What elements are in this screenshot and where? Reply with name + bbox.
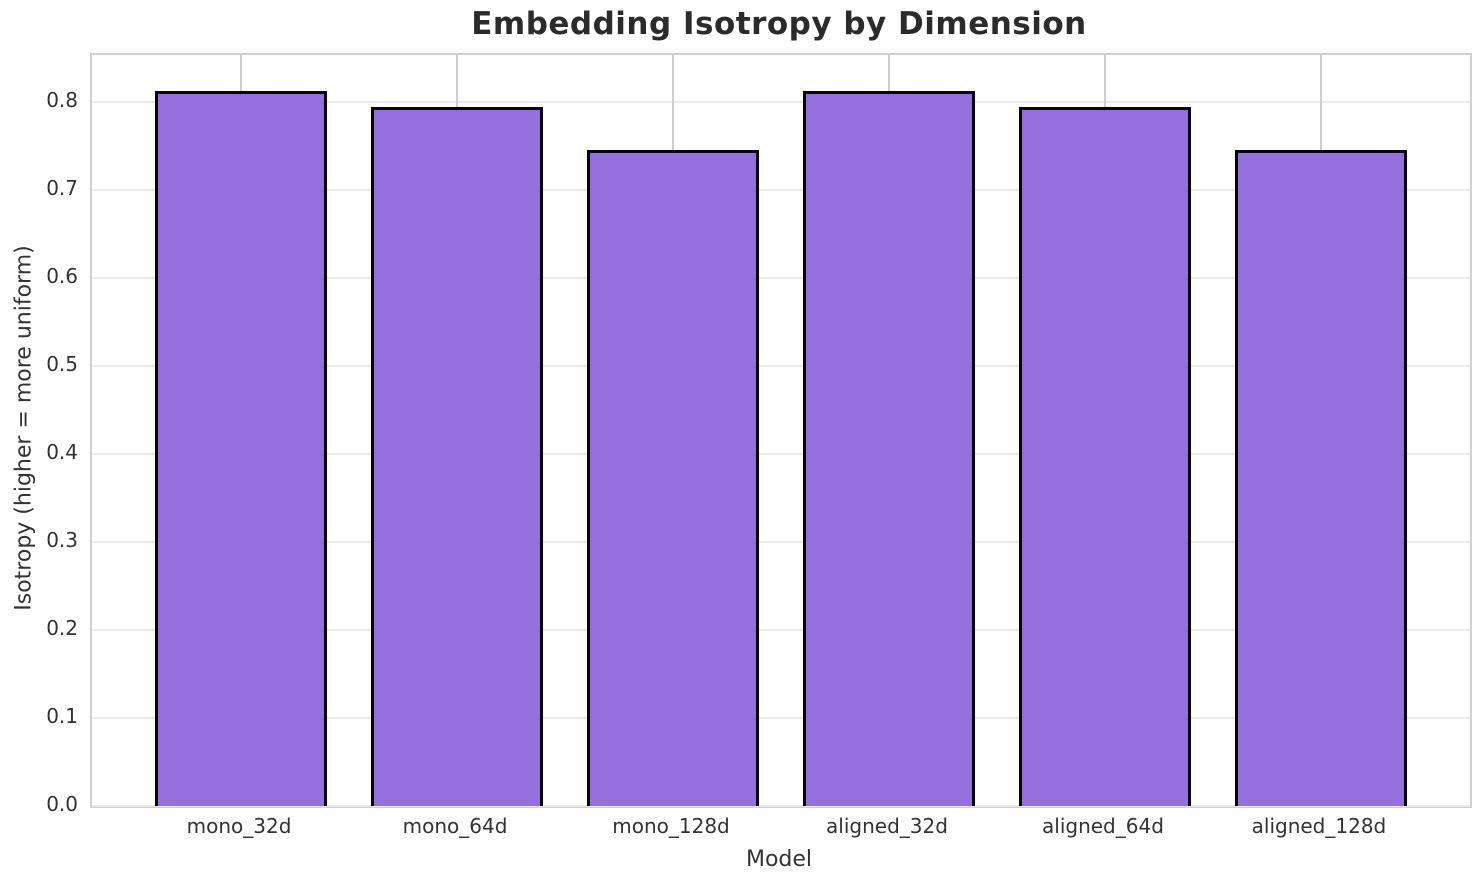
- y-tick-label: 0.7: [46, 175, 78, 200]
- bar-aligned_32d: [802, 90, 976, 806]
- chart-title: Embedding Isotropy by Dimension: [471, 6, 1087, 42]
- y-tick-label: 0.6: [46, 263, 78, 288]
- x-tick-label: mono_32d: [186, 814, 292, 838]
- y-tick-label: 0.1: [46, 703, 78, 728]
- gridline-horizontal: [92, 276, 1470, 279]
- gridline-horizontal: [92, 100, 1470, 103]
- x-tick-label: aligned_128d: [1251, 814, 1387, 838]
- gridline-horizontal: [92, 805, 1470, 807]
- x-tick-label: aligned_32d: [826, 814, 948, 838]
- y-tick-label: 0.3: [46, 527, 78, 552]
- y-tick-label: 0.0: [46, 792, 78, 816]
- gridline-horizontal: [92, 628, 1470, 631]
- bar-mono_128d: [586, 150, 760, 806]
- x-tick-label: aligned_64d: [1042, 814, 1164, 838]
- gridline-horizontal: [92, 364, 1470, 367]
- plot-area: [90, 53, 1472, 808]
- bar-mono_32d: [154, 90, 328, 806]
- bar-aligned_128d: [1234, 150, 1408, 806]
- bar-aligned_64d: [1018, 107, 1192, 806]
- gridline-horizontal: [92, 452, 1470, 455]
- y-tick-label: 0.5: [46, 351, 78, 376]
- gridline-horizontal: [92, 716, 1470, 719]
- y-tick-label: 0.2: [46, 615, 78, 640]
- x-tick-label: mono_64d: [402, 814, 508, 838]
- bar-mono_64d: [370, 107, 544, 806]
- x-axis-title: Model: [745, 847, 813, 872]
- x-tick-label: mono_128d: [612, 814, 730, 838]
- y-axis-title: Isotropy (higher = more uniform): [11, 245, 37, 611]
- gridline-horizontal: [92, 540, 1470, 543]
- gridline-horizontal: [92, 188, 1470, 191]
- y-tick-label: 0.4: [46, 439, 78, 464]
- y-tick-label: 0.8: [46, 87, 78, 112]
